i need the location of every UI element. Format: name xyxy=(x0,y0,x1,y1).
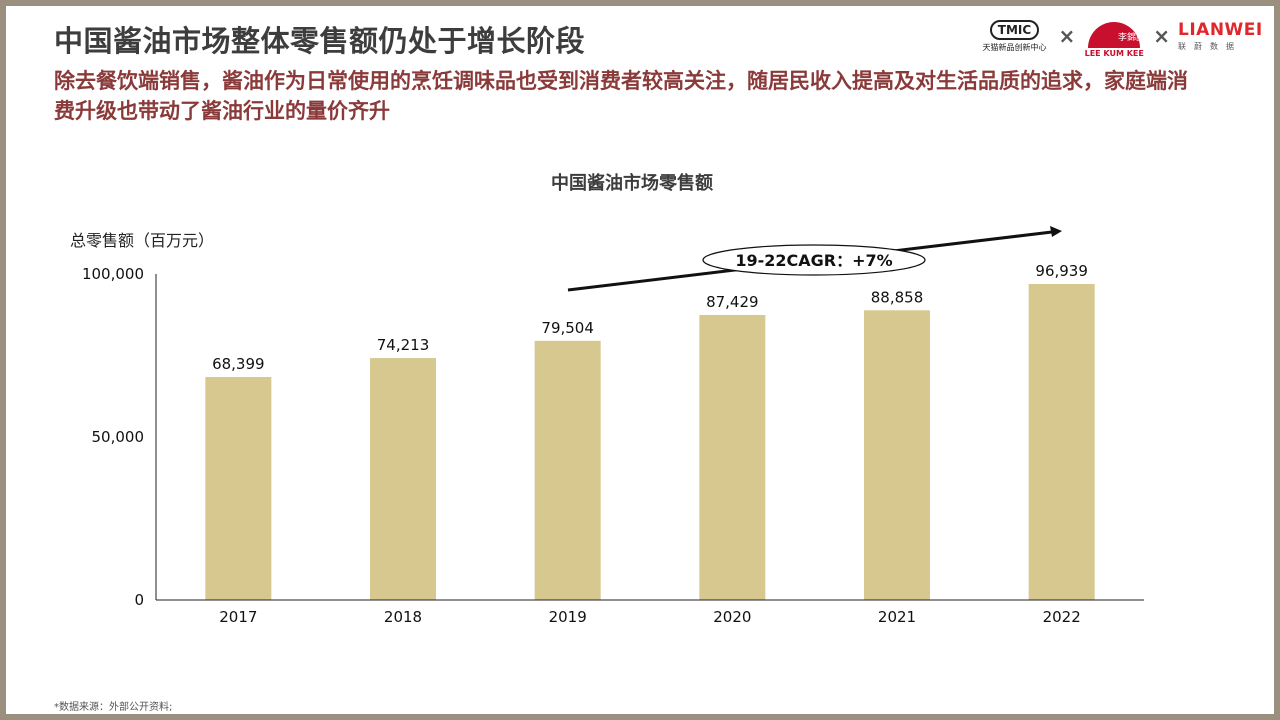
bar-2020 xyxy=(699,314,766,600)
tmic-badge: TMIC xyxy=(989,19,1040,40)
lee-kum-kee-logo: 李錦記 LEE KUM KEE xyxy=(1083,14,1145,58)
cagr-label: 19-22CAGR：+7% xyxy=(735,251,892,270)
cagr-ellipse xyxy=(702,244,926,276)
lianwei-name: LIANWEI xyxy=(1178,19,1263,40)
logo-bar: TMIC 天猫新品创新中心 × 李錦記 LEE KUM KEE × LIANWE… xyxy=(978,12,1264,60)
y-tick-label: 100,000 xyxy=(82,265,144,283)
bar-2019 xyxy=(534,340,601,600)
source-note: *数据来源：外部公开资料; xyxy=(54,702,173,713)
bar-value-label: 74,213 xyxy=(377,336,430,354)
bar-value-label: 96,939 xyxy=(1035,262,1088,280)
trend-arrowhead-icon xyxy=(1050,226,1062,237)
y-tick-label: 50,000 xyxy=(92,428,145,446)
tmic-caption: 天猫新品创新中心 xyxy=(982,42,1047,52)
y-ticks-group: 0 50,000 100,000 xyxy=(82,265,144,609)
slide: 中国酱油市场整体零售额仍处于增长阶段 除去餐饮端销售，酱油作为日常使用的烹饪调味… xyxy=(6,6,1274,714)
x-tick-label: 2018 xyxy=(384,608,422,626)
bar-chart: 中国酱油市场零售额 总零售额（百万元） 68,399 74,213 79,504 87… xyxy=(70,172,1144,626)
lee-kum-kee-caption: LEE KUM KEE xyxy=(1084,49,1144,58)
page-title: 中国酱油市场整体零售额仍处于增长阶段 xyxy=(54,24,586,58)
x-tick-label: 2020 xyxy=(713,608,751,626)
page-subtitle: 除去餐饮端销售，酱油作为日常使用的烹饪调味品也受到消费者较高关注，随居民收入提高… xyxy=(54,69,1188,123)
bar-value-label: 88,858 xyxy=(871,288,924,306)
x-ticks-group: 2017 2018 2019 2020 2021 2022 xyxy=(219,608,1081,626)
times-icon: × xyxy=(1153,24,1170,48)
chart-title: 中国酱油市场零售额 xyxy=(551,172,713,194)
lee-kum-kee-cn: 李錦記 xyxy=(1118,31,1143,43)
tmic-logo: TMIC 天猫新品创新中心 xyxy=(978,19,1050,53)
bar-2022 xyxy=(1028,283,1095,600)
x-tick-label: 2022 xyxy=(1043,608,1081,626)
x-tick-label: 2021 xyxy=(878,608,916,626)
lianwei-logo: LIANWEI 联蔚数据 xyxy=(1178,21,1264,52)
lianwei-caption: 联蔚数据 xyxy=(1178,41,1242,51)
bar-labels-group: 68,399 74,213 79,504 87,429 88,858 96,939 xyxy=(212,262,1088,373)
y-tick-label: 0 xyxy=(134,591,144,609)
cagr-annotation: 19-22CAGR：+7% xyxy=(567,226,1062,292)
bar-value-label: 79,504 xyxy=(541,319,594,337)
bars-group xyxy=(205,283,1095,600)
bar-2021 xyxy=(864,310,930,600)
y-axis-label: 总零售额（百万元） xyxy=(70,231,214,250)
x-tick-label: 2017 xyxy=(219,608,257,626)
times-icon: × xyxy=(1058,24,1076,48)
bar-value-label: 68,399 xyxy=(212,355,265,373)
bar-2017 xyxy=(205,377,272,600)
lee-kum-kee-emblem-icon: 李錦記 xyxy=(1088,22,1143,48)
x-tick-label: 2019 xyxy=(549,608,587,626)
bar-2018 xyxy=(370,358,436,600)
bar-value-label: 87,429 xyxy=(706,293,759,311)
